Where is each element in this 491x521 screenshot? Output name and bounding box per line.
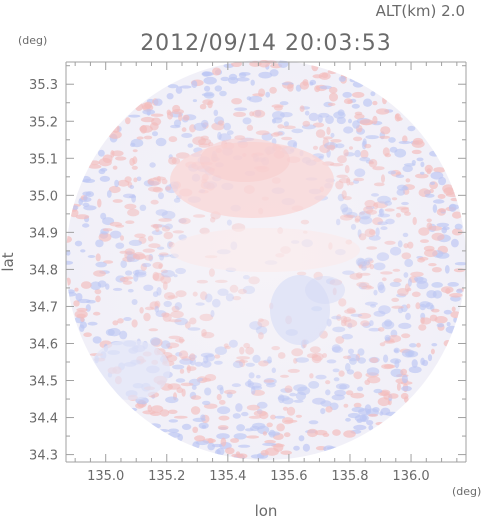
y-tick-label: 35.2 [29, 115, 58, 130]
y-tick-label: 34.3 [29, 449, 58, 464]
axis-tick-labels: 135.0 135.2 135.4 135.6 135.8 136.0 35.3 35.2 35… [29, 78, 430, 484]
y-tick-label: 34.4 [29, 412, 58, 427]
x-tick-label: 135.0 [87, 469, 124, 484]
y-tick-label: 35.3 [29, 78, 58, 93]
x-tick-label: 136.0 [392, 469, 429, 484]
y-tick-label: 34.6 [29, 337, 58, 352]
x-tick-label: 135.4 [209, 469, 246, 484]
radar-coverage-disc [66, 60, 466, 460]
y-tick-label: 34.8 [29, 263, 58, 278]
x-axis-unit: (deg) [452, 485, 481, 498]
x-axis-label: lon [255, 502, 278, 520]
y-axis-unit: (deg) [18, 34, 47, 47]
y-tick-label: 34.5 [29, 375, 58, 390]
y-axis-label: lat [0, 252, 17, 271]
altitude-label: ALT(km) 2.0 [376, 2, 465, 20]
y-tick-label: 35.0 [29, 189, 58, 204]
axis-ticks [66, 62, 466, 462]
x-tick-label: 135.6 [270, 469, 307, 484]
y-tick-label: 35.1 [29, 152, 58, 167]
plot-frame [65, 61, 467, 463]
x-tick-label: 135.2 [148, 469, 185, 484]
y-tick-label: 34.7 [29, 300, 58, 315]
y-tick-label: 34.9 [29, 226, 58, 241]
timestamp-label: 2012/09/14 20:03:53 [140, 31, 392, 56]
x-tick-label: 135.8 [331, 469, 368, 484]
